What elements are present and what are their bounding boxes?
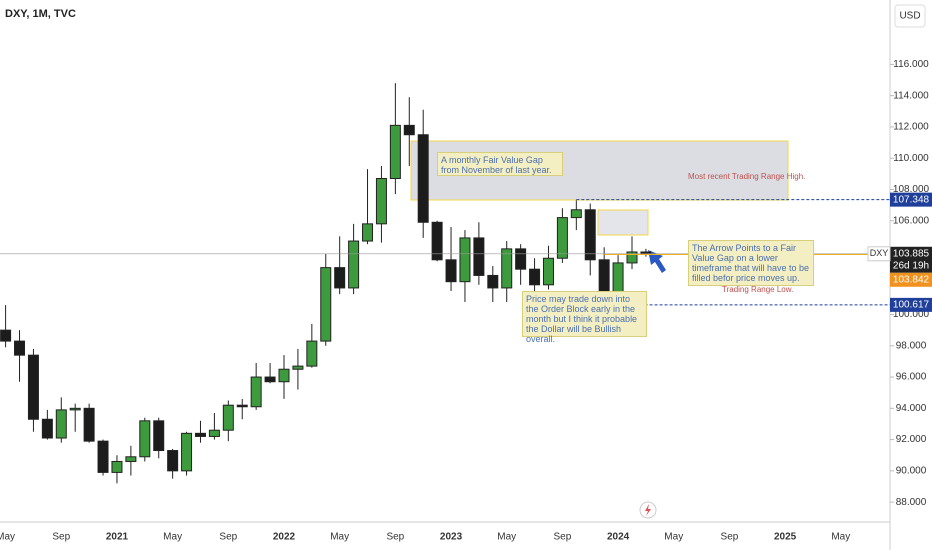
x-tick-label: 2022 [273,532,296,543]
y-tick-label: 88.000 [896,497,927,508]
y-tick-label: 108.000 [893,184,930,195]
y-tick-label: 112.000 [893,122,929,133]
y-tick-label: 110.000 [893,153,929,164]
y-tick-label: 96.000 [896,372,927,383]
ma-label: 103.842 [893,274,930,285]
ma-label-bg [890,272,932,287]
x-tick-label: 2025 [774,532,797,543]
range-low-label: 100.617 [893,300,930,311]
order-block-note: Price may trade down into the Order Bloc… [522,291,647,344]
last-price-label: 103.885 [893,248,930,259]
y-tick-label: 106.000 [893,215,930,226]
candle-body [55,409,67,439]
x-tick-label: May [831,532,850,543]
candle-body [69,407,81,411]
candle-body [278,368,290,383]
candle-body [362,223,374,242]
x-tick-label: 2021 [106,532,129,543]
fvg-note: A monthly Fair Value Gap from November o… [437,152,563,176]
x-tick-label: Sep [721,532,739,543]
y-tick-label: 116.000 [893,59,929,70]
candle-body [14,340,26,356]
currency: USD [899,11,920,22]
candle-body [626,251,638,264]
x-tick-label: Sep [554,532,572,543]
candle-body [584,209,596,261]
candle-body [250,376,262,408]
candle-body [612,262,624,295]
candle-body [529,268,541,286]
candle-body [487,274,499,289]
range-high-label-bg [890,192,932,207]
candle-body [417,134,429,223]
x-tick-label: 2024 [607,532,630,543]
symbol-label: DXY [870,248,889,258]
candle-body [403,124,415,136]
candle-body [97,440,109,473]
x-tick-label: Sep [52,532,70,543]
candle-body [473,237,485,276]
currency-box [894,4,926,28]
x-tick-label: May [163,532,182,543]
range-low-label-bg [890,297,932,312]
candle-body [598,259,610,295]
candle-body [181,432,193,472]
y-tick-label: 98.000 [896,340,927,351]
candle-body [167,450,179,472]
last-price-bg [890,246,932,273]
candle-body [542,257,554,286]
x-tick-label: 2023 [440,532,463,543]
candle-body [222,404,234,431]
arrow-note: The Arrow Points to a Fair Value Gap on … [688,240,814,286]
candle-body [306,340,318,367]
x-tick-label: May [664,532,683,543]
candle-body [459,237,471,283]
candle-body [501,248,513,289]
y-tick-label: 92.000 [896,434,927,445]
candle-body [41,418,53,439]
candle-body [292,365,304,370]
candle-body [515,248,527,270]
symbol-bg [867,246,891,262]
candle-body [125,456,137,462]
y-tick-label: 90.000 [896,465,927,476]
candle-body [556,217,568,259]
candle-body [389,124,401,180]
y-tick-label: 94.000 [896,403,927,414]
range-high-label: 107.348 [893,194,930,205]
arrow [648,250,666,273]
x-tick-label: May [330,532,349,543]
candle-body [334,267,346,289]
countdown: 26d 19h [893,260,929,271]
candle-body [111,460,123,473]
lightning [645,504,651,516]
y-tick-label: 114.000 [893,90,929,101]
small-fvg-zone [597,209,649,236]
candle-body [570,209,582,219]
candle-body [375,178,387,225]
candle-body [431,221,443,261]
candle-body [208,429,220,437]
y-tick-label: 100.000 [893,309,930,320]
x-tick-label: Sep [219,532,237,543]
x-tick-label: Sep [386,532,404,543]
x-tick-label: May [497,532,516,543]
candle-body [27,354,39,420]
range-low-note: Trading Range Low. [722,285,794,294]
candle-body [83,407,95,442]
candle-body [139,420,151,458]
candle-body [348,240,360,289]
candle-body [194,432,206,437]
range-high-note: Most recent Trading Range High. [688,172,806,181]
candle-body [0,329,12,342]
candle-body [153,420,165,452]
chart-title: DXY, 1M, TVC [5,8,76,20]
candle-body [264,376,276,383]
candle-body [320,267,332,342]
x-tick-label: May [0,532,15,543]
candle-body [236,404,248,408]
candle-body [445,259,457,283]
